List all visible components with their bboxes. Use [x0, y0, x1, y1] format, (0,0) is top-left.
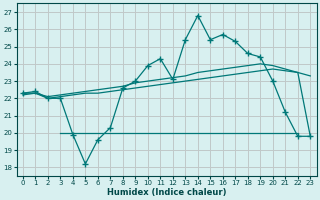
X-axis label: Humidex (Indice chaleur): Humidex (Indice chaleur) — [107, 188, 226, 197]
